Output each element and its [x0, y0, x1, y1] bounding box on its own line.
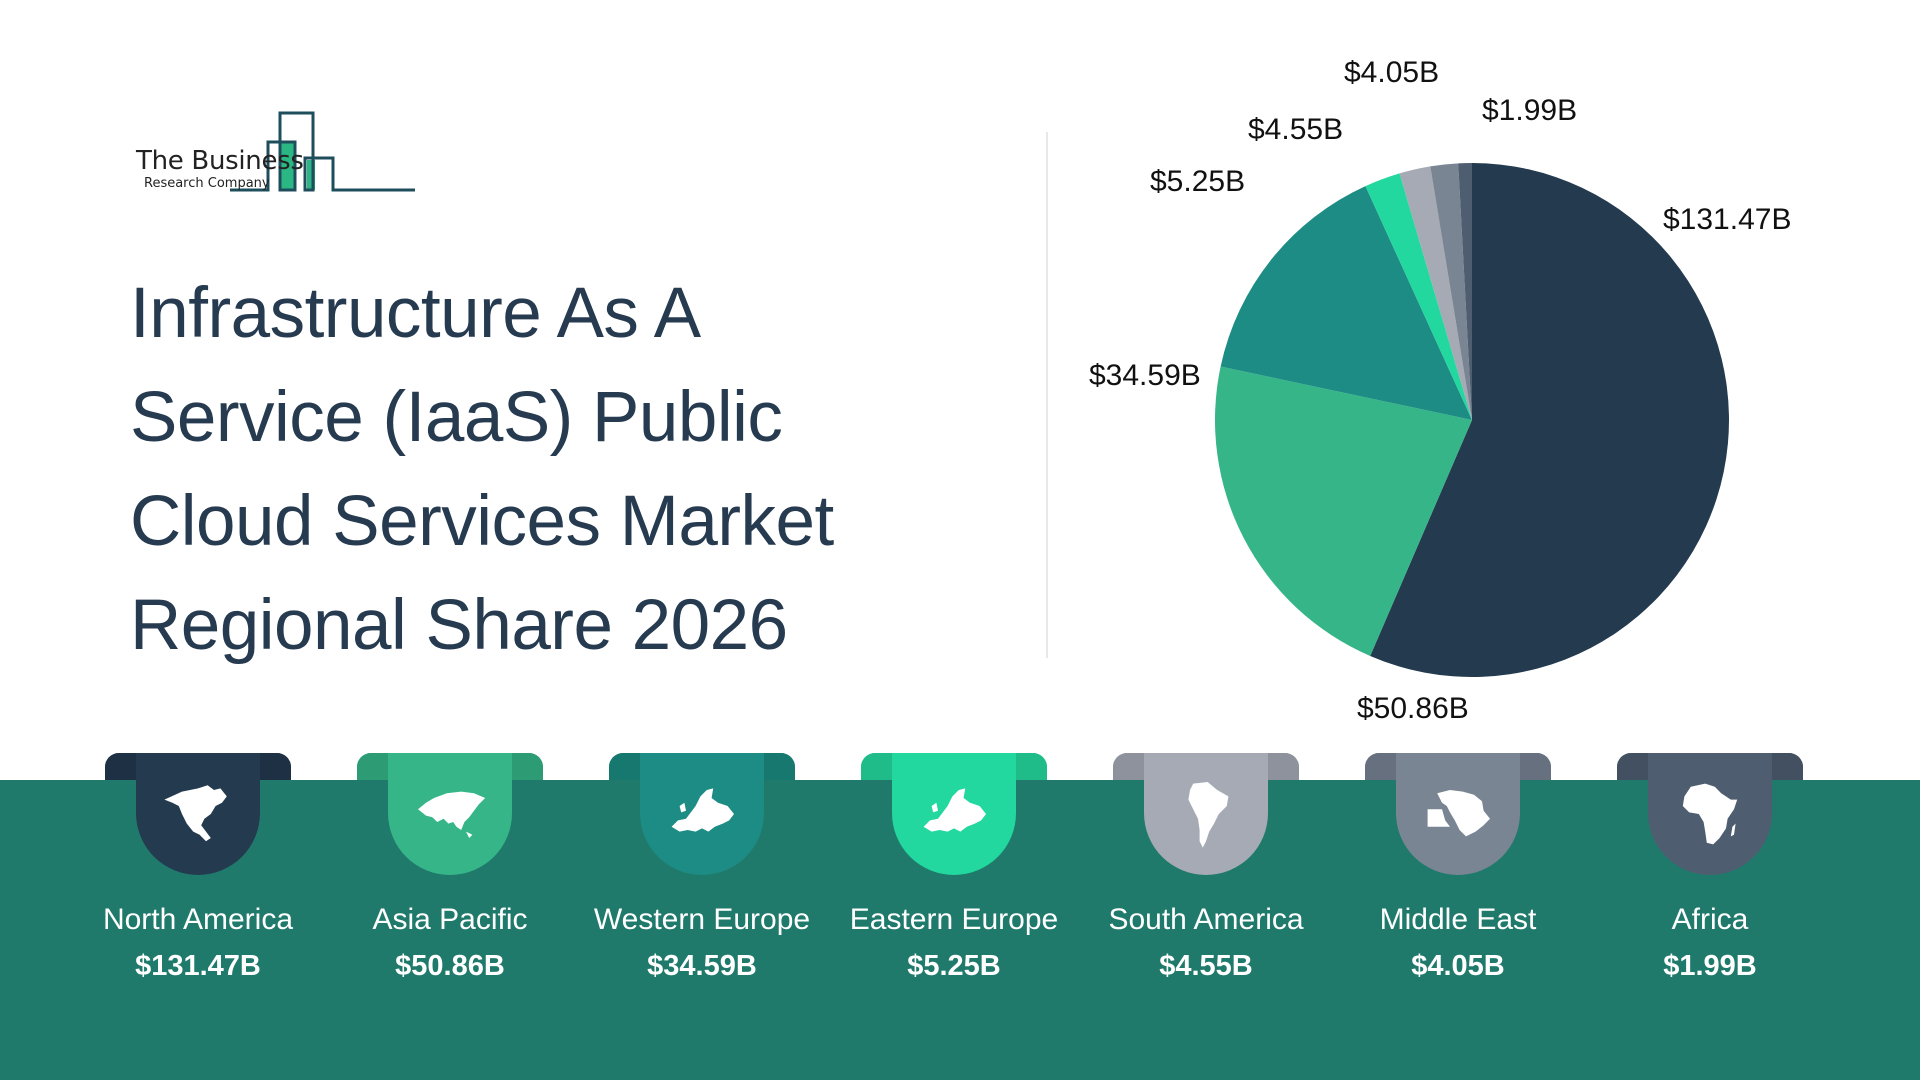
region-value: $50.86B — [395, 950, 505, 982]
region-north-america: North America $131.47B — [103, 753, 365, 1053]
region-eastern-europe: Eastern Europe $5.25B — [850, 753, 1121, 1053]
title-line: Regional Share 2026 — [130, 586, 788, 665]
title-line: Infrastructure As A — [130, 274, 701, 353]
pie-label-western-europe: $34.59B — [1089, 359, 1201, 392]
pie-label-asia-pacific: $50.86B — [1357, 692, 1469, 725]
africa-map-icon — [1648, 753, 1772, 875]
title-line: Service (IaaS) Public — [130, 378, 783, 457]
pie-slice-eastern-europe — [1365, 173, 1472, 420]
divider — [1046, 132, 1048, 658]
region-asia-pacific: Asia Pacific $50.86B — [357, 753, 617, 1053]
region-western-europe: Western Europe $34.59B — [594, 753, 869, 1053]
region-middle-east: Middle East $4.05B — [1365, 753, 1625, 1053]
south-america-map-icon — [1144, 753, 1268, 875]
pie-slice-western-europe — [1220, 186, 1472, 420]
pie-slice-africa — [1458, 163, 1472, 420]
region-name: Eastern Europe — [849, 903, 1059, 936]
building-bars-icon — [230, 111, 415, 192]
region-value: $4.05B — [1411, 950, 1505, 982]
pie-label-north-america: $131.47B — [1663, 203, 1792, 236]
page-title: Infrastructure As A Service (IaaS) Publi… — [130, 262, 950, 678]
pie-label-middle-east: $4.05B — [1344, 56, 1440, 89]
pie-label-eastern-europe: $5.25B — [1150, 165, 1246, 198]
middle-east-map-icon — [1396, 753, 1520, 875]
logo-subname: Research Company — [144, 176, 270, 191]
region-name: Middle East — [1379, 903, 1537, 936]
region-value: $131.47B — [135, 950, 261, 982]
europe-map-icon — [892, 753, 1016, 875]
pie-slice-north-america — [1370, 163, 1729, 677]
pie-label-africa: $1.99B — [1482, 94, 1578, 127]
region-value: $4.55B — [1159, 950, 1253, 982]
region-value: $34.59B — [647, 950, 757, 982]
north-america-map-icon — [136, 753, 260, 875]
region-name: Africa — [1671, 903, 1749, 936]
title-line: Cloud Services Market — [130, 482, 834, 561]
region-value: $1.99B — [1663, 950, 1757, 982]
region-value: $5.25B — [907, 950, 1001, 982]
pie-slice-middle-east — [1430, 163, 1472, 420]
region-name: Western Europe — [593, 903, 811, 936]
pie-slice-asia-pacific — [1215, 366, 1472, 656]
logo-name: The Business — [136, 146, 304, 176]
region-south-america: South America $4.55B — [1108, 753, 1373, 1053]
asia-map-icon — [388, 753, 512, 875]
region-name: South America — [1108, 903, 1304, 936]
region-name: Asia Pacific — [372, 903, 528, 936]
pie-label-south-america: $4.55B — [1248, 113, 1344, 146]
region-name: North America — [102, 903, 294, 936]
company-logo: The Business Research Company — [130, 108, 430, 198]
region-africa: Africa $1.99B — [1617, 753, 1877, 1053]
pie-slice-south-america — [1399, 166, 1472, 420]
europe-map-icon — [640, 753, 764, 875]
